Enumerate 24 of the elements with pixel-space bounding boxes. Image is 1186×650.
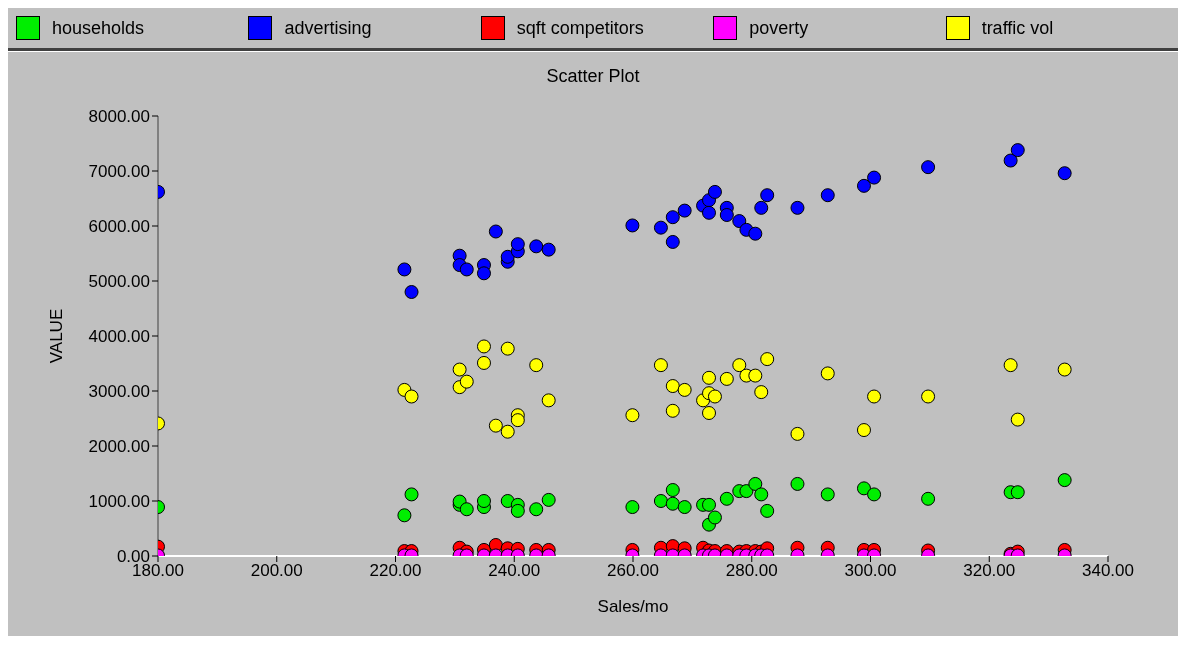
x-tick-label: 260.00 <box>607 561 659 581</box>
y-tick-label: 5000.00 <box>88 272 150 292</box>
x-tick-label: 220.00 <box>369 561 422 581</box>
y-tick-label: 1000.00 <box>88 492 150 512</box>
x-axis-title: Sales/mo <box>597 597 669 616</box>
legend-label: traffic vol <box>981 17 1054 39</box>
x-tick-label: 280.00 <box>725 561 778 581</box>
legend-label: poverty <box>749 17 809 39</box>
y-axis-title: VALUE <box>47 308 67 364</box>
y-tick-label: 8000.00 <box>88 107 150 127</box>
y-tick-label: 4000.00 <box>88 327 150 347</box>
y-tick-label: 3000.00 <box>88 382 150 402</box>
y-tick-label: 6000.00 <box>88 217 150 237</box>
legend-label: advertising <box>284 17 372 39</box>
x-tick-label: 340.00 <box>1082 561 1134 581</box>
x-tick-label: 320.00 <box>963 561 1016 581</box>
x-tick-label: 240.00 <box>488 561 541 581</box>
x-tick-label: 200.00 <box>250 561 303 581</box>
legend-label: households <box>52 17 145 39</box>
y-tick-label: 7000.00 <box>88 162 150 182</box>
legend-label: sqft competitors <box>516 17 644 39</box>
x-tick-label: 300.00 <box>844 561 897 581</box>
chart-title: Scatter Plot <box>545 65 641 88</box>
y-tick-label: 2000.00 <box>88 437 150 457</box>
